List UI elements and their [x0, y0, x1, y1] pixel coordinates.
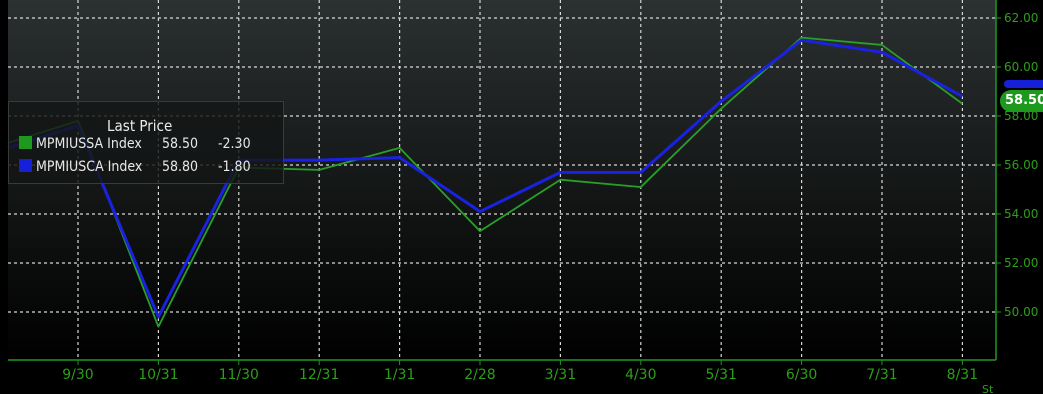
legend-swatch-green	[19, 136, 32, 149]
x-tick-label: 6/30	[786, 367, 817, 383]
legend-name: MPMIUSCA Index	[36, 159, 143, 175]
y-tick-label: 58.00	[1004, 109, 1038, 123]
legend-title: Last Price	[107, 117, 173, 135]
x-tick-label-partial: St	[982, 383, 994, 394]
legend-last: 58.50	[162, 136, 199, 152]
x-tick-label: 8/31	[947, 367, 978, 383]
x-tick-label: 5/31	[705, 367, 736, 383]
x-tick-label: 9/30	[62, 367, 93, 383]
legend: Last Price MPMIUSSA Index 58.50 -2.30 MPMI…	[8, 101, 284, 184]
y-tick-label: 54.00	[1004, 207, 1038, 221]
series-lines	[7, 36, 964, 328]
x-tick-label: 12/31	[299, 367, 339, 383]
y-tick-label: 56.00	[1004, 158, 1038, 172]
tick-labels: 9/30 10/31 11/30 12/31 1/31 2/28 3/31 4/30 5/31 6…	[62, 11, 1038, 394]
x-tick-label: 1/31	[384, 367, 415, 383]
x-tick-label: 4/30	[625, 367, 656, 383]
legend-change: -1.80	[218, 159, 251, 175]
y-tick-label: 50.00	[1004, 305, 1038, 319]
x-tick-label: 10/31	[138, 367, 178, 383]
x-tick-label: 11/30	[219, 367, 259, 383]
legend-name: MPMIUSSA Index	[36, 136, 142, 152]
x-tick-label: 3/31	[545, 367, 576, 383]
legend-change: -2.30	[218, 136, 251, 152]
legend-last: 58.80	[162, 159, 199, 175]
axes	[8, 0, 1001, 365]
legend-entry-mpmiussa: MPMIUSSA Index 58.50 -2.30	[19, 136, 251, 154]
x-tick-label: 7/31	[866, 367, 897, 383]
x-tick-label: 2/28	[464, 367, 495, 383]
y-tick-label: 60.00	[1004, 60, 1038, 74]
legend-swatch-blue	[19, 159, 32, 172]
last-price-tag-blue	[1004, 80, 1043, 88]
legend-entry-mpmiusca: MPMIUSCA Index 58.80 -1.80	[19, 159, 251, 177]
last-price-tag: 58.50	[1000, 90, 1043, 112]
y-tick-label: 52.00	[1004, 256, 1038, 270]
y-tick-label: 62.00	[1004, 11, 1038, 25]
